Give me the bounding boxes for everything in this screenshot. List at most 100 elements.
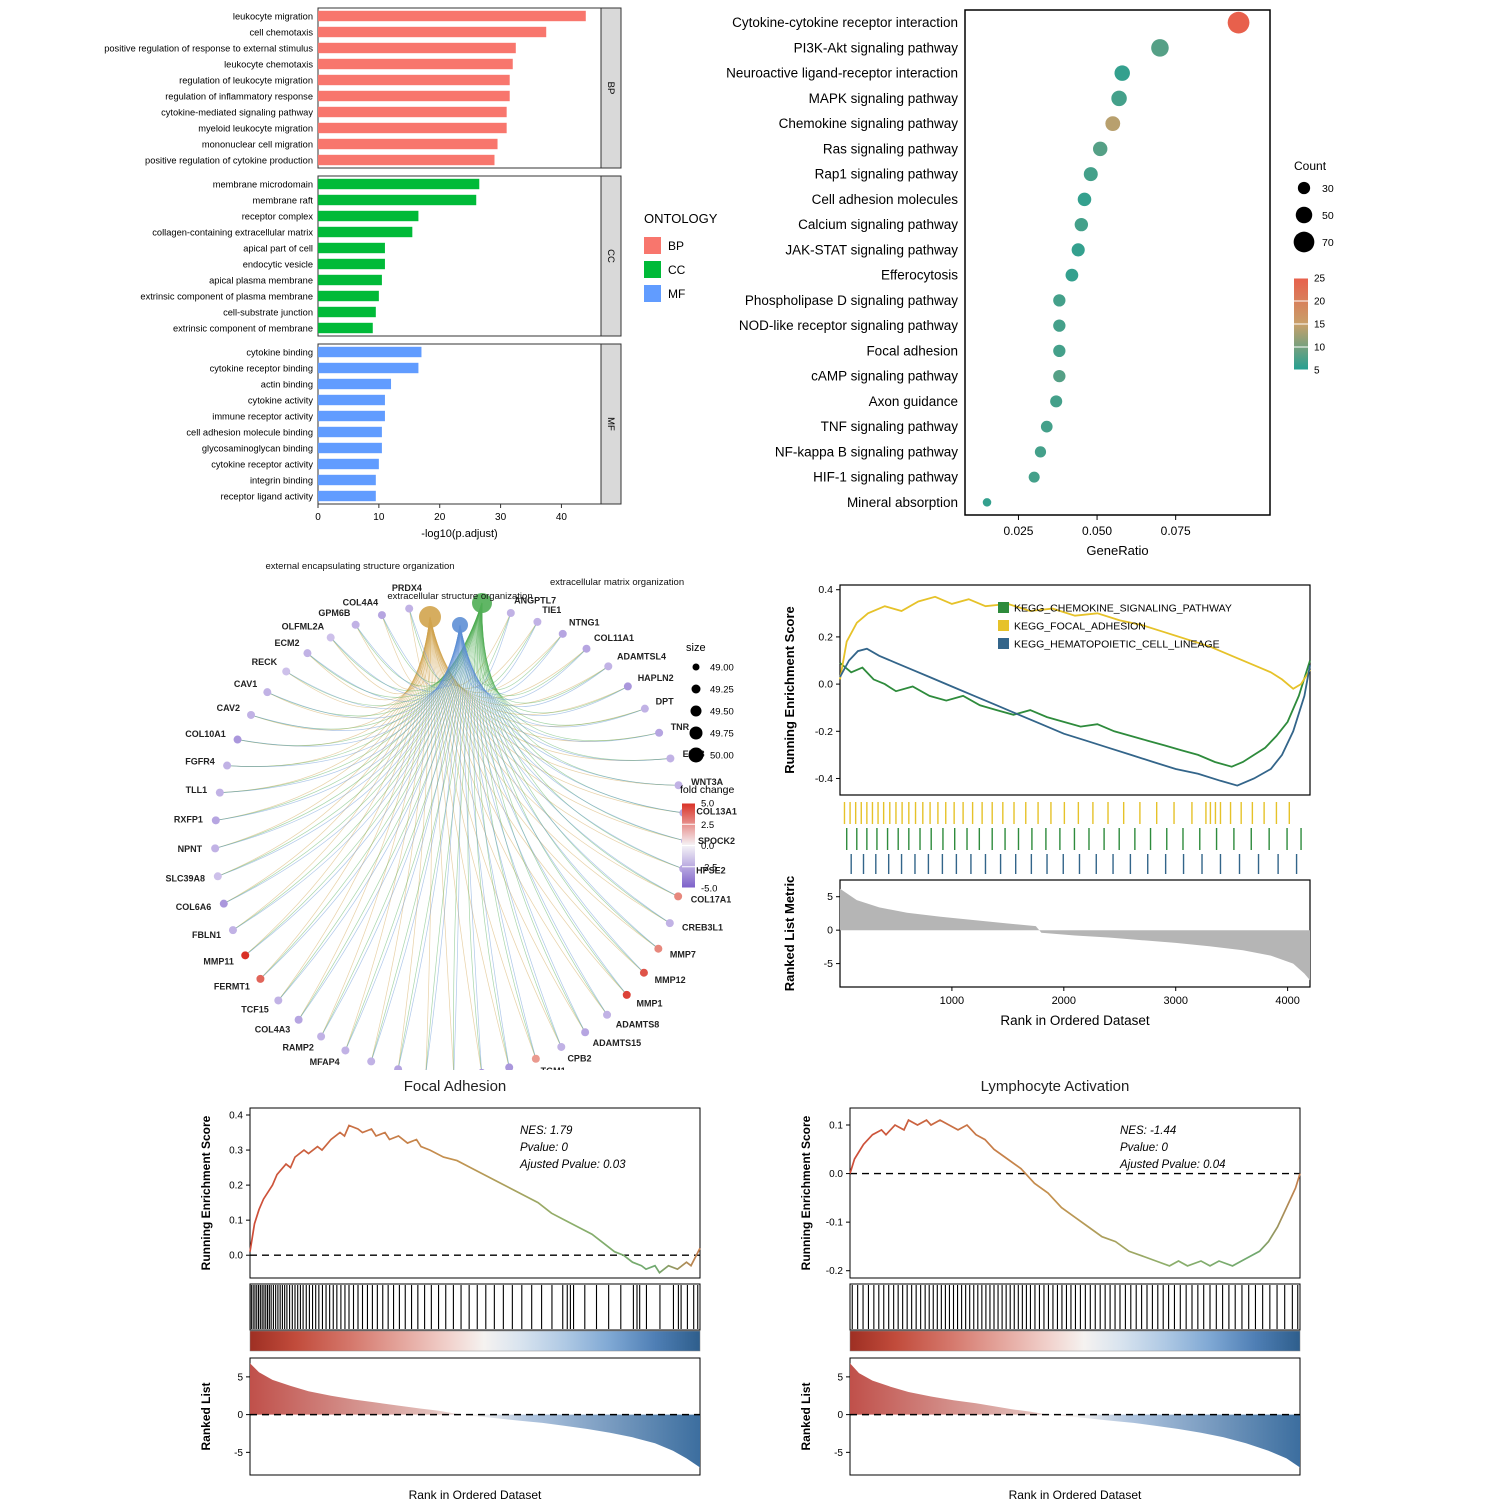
pathway-label: Mineral absorption <box>847 495 958 510</box>
y-tick-label: 5 <box>837 1372 843 1383</box>
pathway-dot <box>1065 268 1079 282</box>
plot-border <box>964 9 1271 516</box>
go-term-label: leukocyte chemotaxis <box>224 60 313 70</box>
gene-node <box>317 1032 326 1041</box>
edge <box>459 624 646 728</box>
go-term-label: leukocyte migration <box>233 12 313 22</box>
y-tick-label: -0.1 <box>826 1218 844 1229</box>
pathway-label: Chemokine signaling pathway <box>779 116 959 131</box>
facet-strip-label: CC <box>605 249 616 263</box>
es-y-axis-title: Running Enrichment Score <box>799 1115 813 1270</box>
rank-color-band <box>849 1330 1301 1352</box>
x-axis-title: Rank in Ordered Dataset <box>1000 1013 1150 1028</box>
go-term-label: cytokine activity <box>248 396 313 406</box>
x-tick-label: 1000 <box>940 995 964 1007</box>
fc-colorbar-label: -2.5 <box>701 862 717 873</box>
edge <box>477 602 538 686</box>
edge <box>459 624 629 716</box>
x-axis-title: Rank in Ordered Dataset <box>1009 1488 1142 1502</box>
go-bar <box>318 474 376 486</box>
edge <box>219 624 461 793</box>
es-curve <box>839 647 1311 787</box>
gene-node <box>557 1042 566 1051</box>
gene-node <box>294 1015 303 1024</box>
gene-node <box>326 633 335 642</box>
go-bar <box>318 458 379 470</box>
hub-label: extracellular matrix organization <box>550 577 684 588</box>
gene-label: TNR <box>671 722 690 732</box>
gene-label: RXFP1 <box>174 814 203 824</box>
edge <box>459 624 586 1033</box>
gene-label: MMP7 <box>670 950 696 960</box>
stat-text: Pvalue: 0 <box>520 1142 569 1154</box>
fc-colorbar-label: 5.0 <box>701 799 714 810</box>
go-bar <box>318 210 419 222</box>
gene-node <box>256 974 265 983</box>
gene-label: NTNG1 <box>569 617 600 627</box>
gene-node <box>506 609 515 618</box>
go-bar <box>318 106 507 118</box>
gsea-lymphocyte-panel: 0.1 0.0 -0.1 -0.2 NES: -1.44 Pvalue: 0 Ajusted… <box>799 1107 1301 1502</box>
count-legend-label: 30 <box>1322 183 1334 195</box>
edge <box>478 602 564 690</box>
pathway-label: Phospholipase D signaling pathway <box>745 293 958 308</box>
go-term-label: positive regulation of response to exter… <box>104 44 313 54</box>
edge <box>429 616 482 1070</box>
y-tick-label: -0.2 <box>826 1266 844 1277</box>
gene-label: RECK <box>252 657 278 667</box>
legend-swatch <box>998 620 1009 631</box>
stat-text: Pvalue: 0 <box>1120 1142 1169 1154</box>
gene-node <box>219 899 228 908</box>
gene-node <box>531 1054 540 1063</box>
y-tick-label: 0.2 <box>229 1181 243 1192</box>
edge <box>429 616 670 924</box>
gene-label: FERMT1 <box>214 982 250 992</box>
legend-title: ONTOLOGY <box>644 211 718 226</box>
go-bar <box>318 322 373 334</box>
gene-node <box>622 990 631 999</box>
gene-label: RAMP2 <box>282 1042 314 1052</box>
go-bar <box>318 410 385 422</box>
edge <box>425 602 483 1070</box>
gene-node <box>674 781 683 790</box>
size-legend-dot <box>689 726 703 740</box>
edge <box>479 602 586 1033</box>
pathway-label: Focal adhesion <box>866 343 958 358</box>
gene-label: SLC39A8 <box>165 873 205 883</box>
go-term-label: regulation of leukocyte migration <box>179 76 313 86</box>
go-term-label: apical part of cell <box>243 244 313 254</box>
go-bar <box>318 378 392 390</box>
gene-node <box>215 788 224 797</box>
pathway-label: TNF signaling pathway <box>821 419 959 434</box>
edge <box>320 624 461 1037</box>
go-bar <box>318 58 513 70</box>
x-tick-label: 3000 <box>1163 995 1187 1007</box>
pathway-dot <box>1114 65 1130 81</box>
legend-entry-label: CC <box>668 263 686 277</box>
gene-label: HAPLN2 <box>638 673 674 683</box>
go-bar <box>318 194 477 206</box>
colorbar-label: 15 <box>1314 320 1326 331</box>
pathway-dot <box>1105 116 1121 132</box>
gsea-multi-panel: 0.4 0.2 0.0 -0.2 -0.4 KEGG_CHEMOKINE_SIGNALIN… <box>782 584 1311 1028</box>
go-bar <box>318 90 510 102</box>
pathway-dot <box>1227 11 1250 34</box>
gene-label: MMP12 <box>655 975 686 985</box>
go-term-label: collagen-containing extracellular matrix <box>152 228 313 238</box>
gene-label: CAV1 <box>234 679 257 689</box>
facet-strip-label: MF <box>605 417 616 431</box>
legend-entry-label: KEGG_FOCAL_ADHESION <box>1014 621 1146 633</box>
gene-node <box>405 604 414 613</box>
edge <box>215 616 431 849</box>
gene-label: OLFML2A <box>282 621 325 631</box>
edge <box>481 602 659 949</box>
ontology-legend: ONTOLOGY BP CC MF <box>644 211 718 302</box>
edge <box>429 616 659 949</box>
x-axis-title: Rank in Ordered Dataset <box>409 1488 542 1502</box>
edge <box>217 616 431 877</box>
go-term-label: cytokine receptor activity <box>211 460 313 470</box>
pathway-label: HIF-1 signaling pathway <box>813 470 958 485</box>
edge <box>429 616 608 1016</box>
x-tick-label: 4000 <box>1275 995 1299 1007</box>
gene-label: COL6A6 <box>176 902 212 912</box>
